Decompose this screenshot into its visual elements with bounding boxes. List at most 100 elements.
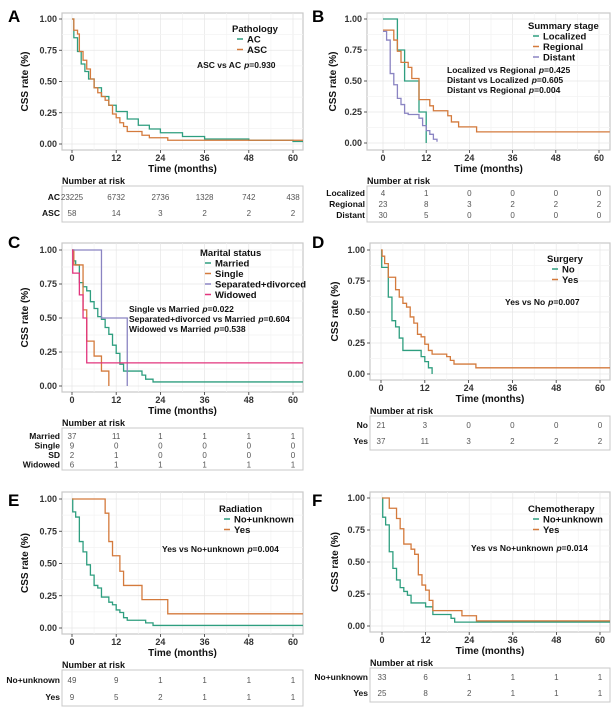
risk-count: 6732 <box>107 193 125 202</box>
risk-count: 11 <box>112 432 121 441</box>
risk-count: 1 <box>291 432 296 441</box>
x-tick-label: 60 <box>288 395 298 405</box>
x-axis-title: Time (months) <box>148 164 217 175</box>
risk-count: 0 <box>467 189 472 198</box>
panel-label: E <box>8 491 19 510</box>
y-tick-label: 0.75 <box>344 45 362 55</box>
risk-table <box>61 185 304 223</box>
p-value-annotation: Distant vs Localized p=0.605 <box>447 75 563 85</box>
p-value-annotation: ASC vs AC p=0.930 <box>197 60 276 70</box>
legend-item: Widowed <box>215 290 257 301</box>
risk-count: 21 <box>377 421 386 430</box>
risk-count: 0 <box>247 442 252 451</box>
risk-count: 6 <box>423 673 428 682</box>
p-symbol: p <box>555 543 561 553</box>
risk-count: 1 <box>202 432 207 441</box>
risk-count: 0 <box>291 451 296 460</box>
x-tick-label: 12 <box>111 637 121 647</box>
x-tick-label: 0 <box>379 635 384 645</box>
x-tick-label: 60 <box>595 635 605 645</box>
legend-title: Surgery <box>547 254 584 265</box>
p-value: 0.930 <box>254 60 276 70</box>
y-tick-label: 0.25 <box>39 347 57 357</box>
y-tick-label: 0.75 <box>39 45 57 55</box>
y-tick-label: 1.00 <box>39 14 57 24</box>
legend-item: Yes <box>234 525 250 536</box>
risk-count: 0 <box>158 442 163 451</box>
risk-count: 1 <box>158 432 163 441</box>
risk-count: 6 <box>70 461 75 470</box>
risk-count: 23 <box>379 200 388 209</box>
risk-count: 1 <box>247 693 252 702</box>
risk-row-label: AC <box>48 192 60 202</box>
y-axis-title: CSS rate (%) <box>20 287 31 347</box>
risk-count: 14 <box>112 209 121 218</box>
risk-table-title: Number at risk <box>367 176 431 186</box>
x-tick-label: 12 <box>420 383 430 393</box>
risk-count: 1 <box>291 676 296 685</box>
p-value: 0.604 <box>269 314 291 324</box>
y-tick-label: 0.50 <box>39 77 57 87</box>
legend-title: Chemotherapy <box>528 504 595 515</box>
y-tick-label: 1.00 <box>39 494 57 504</box>
equals-sign: = <box>249 60 254 70</box>
y-tick-label: 0.50 <box>347 557 365 567</box>
risk-count: 3 <box>466 437 471 446</box>
risk-count: 23225 <box>61 193 84 202</box>
risk-count: 2 <box>510 200 515 209</box>
risk-count: 0 <box>597 189 602 198</box>
survival-curve-ac <box>72 18 303 143</box>
risk-count: 1 <box>158 676 163 685</box>
legend-item: Yes <box>543 525 559 536</box>
risk-count: 0 <box>202 451 207 460</box>
risk-count: 1 <box>114 451 119 460</box>
risk-count: 37 <box>377 437 386 446</box>
risk-count: 1 <box>202 676 207 685</box>
risk-count: 1 <box>554 689 559 698</box>
panel-label: F <box>312 491 322 510</box>
risk-table <box>61 669 304 707</box>
risk-count: 2 <box>467 689 472 698</box>
risk-count: 1 <box>598 673 603 682</box>
risk-table-title: Number at risk <box>370 406 434 416</box>
risk-count: 0 <box>291 442 296 451</box>
risk-count: 9 <box>114 676 119 685</box>
risk-count: 0 <box>598 421 603 430</box>
y-tick-label: 0.25 <box>39 108 57 118</box>
legend-title: Summary stage <box>528 21 599 32</box>
risk-count: 1 <box>467 673 472 682</box>
p-symbol: p <box>257 314 263 324</box>
risk-count: 1 <box>247 461 252 470</box>
p-value-annotation: Localized vs Regional p=0.425 <box>447 65 571 75</box>
x-tick-label: 60 <box>288 637 298 647</box>
y-tick-label: 0.00 <box>344 138 362 148</box>
legend-item: Regional <box>543 42 583 53</box>
risk-count: 0 <box>597 211 602 220</box>
y-tick-label: 0.00 <box>347 369 365 379</box>
risk-row-label: Regional <box>329 199 365 209</box>
equals-sign: = <box>537 75 542 85</box>
risk-count: 0 <box>510 211 515 220</box>
y-tick-label: 0.75 <box>39 279 57 289</box>
risk-row-label: Distant <box>336 210 365 220</box>
risk-count: 0 <box>554 211 559 220</box>
x-tick-label: 36 <box>508 153 518 163</box>
risk-row-label: Yes <box>45 692 60 702</box>
y-tick-label: 0.50 <box>347 307 365 317</box>
comparison-label: Distant vs Regional <box>447 85 526 95</box>
x-axis-title: Time (months) <box>148 648 217 659</box>
risk-count: 1 <box>291 693 296 702</box>
legend-item: Yes <box>562 275 578 286</box>
risk-count: 37 <box>68 432 77 441</box>
p-symbol: p <box>531 75 537 85</box>
p-symbol: p <box>538 65 544 75</box>
risk-count: 1 <box>554 673 559 682</box>
comparison-label: Single vs Married <box>129 304 199 314</box>
legend-title: Radiation <box>219 504 262 515</box>
risk-count: 2 <box>158 693 163 702</box>
risk-count: 0 <box>554 421 559 430</box>
survival-curve-separated-divorced <box>72 249 128 386</box>
equals-sign: = <box>219 324 224 334</box>
risk-count: 2 <box>70 451 75 460</box>
